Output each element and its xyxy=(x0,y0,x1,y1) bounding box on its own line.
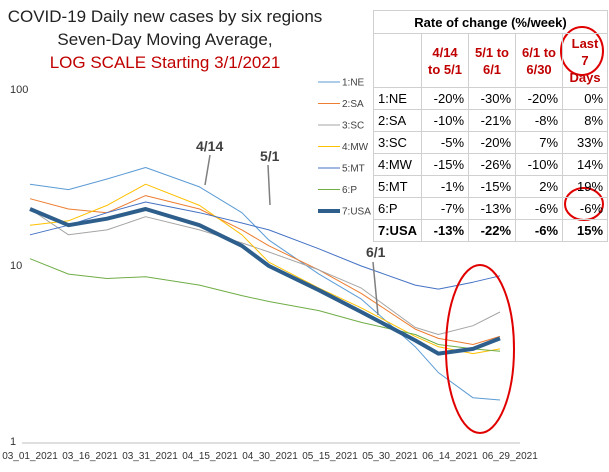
table-row-label: 6:P xyxy=(372,197,423,220)
legend-label: 4:MW xyxy=(342,142,369,153)
x-tick-label: 04_15_2021 xyxy=(182,451,238,462)
table-cell: -15% xyxy=(421,153,470,176)
table-row: 2:SA -10% -21% -8% 8% xyxy=(372,109,609,132)
table-cell: -22% xyxy=(468,219,517,242)
table-row: 7:USA -13% -22% -6% 15% xyxy=(372,219,609,242)
x-tick-label: 06_29_2021 xyxy=(482,451,538,462)
table-cell: -6% xyxy=(515,219,564,242)
x-tick-label: 04_30_2021 xyxy=(242,451,298,462)
table-row-label: 3:SC xyxy=(372,131,423,154)
legend-label: 1:NE xyxy=(342,78,365,89)
y-tick-10: 10 xyxy=(10,260,23,272)
x-tick-label: 03_01_2021 xyxy=(2,451,58,462)
x-tick-label: 05_30_2021 xyxy=(362,451,418,462)
table-cell: 19% xyxy=(562,175,609,198)
table-row: 3:SC -5% -20% 7% 33% xyxy=(372,131,609,154)
series-line-4mw xyxy=(29,183,501,355)
chart-title-line-2: Seven-Day Moving Average, xyxy=(57,30,273,49)
annotation-4-14: 4/14 xyxy=(196,138,224,154)
x-tick-label: 05_15_2021 xyxy=(302,451,358,462)
legend-label: 2:SA xyxy=(342,99,364,110)
table-header-last7: Last 7 Days xyxy=(562,33,609,88)
table-cell: -8% xyxy=(515,109,564,132)
table-cell: 2% xyxy=(515,175,564,198)
callout-line xyxy=(267,164,271,206)
table-header-may-jun: 5/1 to 6/1 xyxy=(468,33,517,88)
series-line-1ne xyxy=(29,167,501,401)
y-tick-1: 1 xyxy=(10,436,17,448)
x-tick-label: 03_31_2021 xyxy=(122,451,178,462)
x-tick-label: 06_14_2021 xyxy=(422,451,478,462)
table-row-label: 7:USA xyxy=(372,219,423,242)
rate-of-change-table: Rate of change (%/week) 4/14 to 5/1 5/1 … xyxy=(372,10,609,242)
table-cell: -10% xyxy=(515,153,564,176)
table-header-jun: 6/1 to 6/30 xyxy=(515,33,564,88)
annotation-6-1: 6/1 xyxy=(366,244,386,260)
callout-line xyxy=(204,154,211,186)
table-cell: -7% xyxy=(421,197,470,220)
table-cell: -10% xyxy=(421,109,470,132)
series-line-6p xyxy=(29,258,501,352)
table-cell: 15% xyxy=(562,219,609,242)
table-row: 6:P -7% -13% -6% -6% xyxy=(372,197,609,220)
callout-lines xyxy=(204,154,379,316)
callout-line xyxy=(372,261,379,316)
series-line-3sc xyxy=(29,208,501,335)
series-layer xyxy=(29,167,501,401)
table-cell: -13% xyxy=(421,219,470,242)
table-row-label: 1:NE xyxy=(372,87,423,110)
series-line-5mt xyxy=(29,201,501,290)
table-header-blank xyxy=(372,33,423,88)
x-axis: 03_01_2021 03_16_2021 03_31_2021 04_15_2021… xyxy=(2,442,538,462)
table-cell: -6% xyxy=(562,197,609,220)
table-cell: -20% xyxy=(468,131,517,154)
table-cell: 7% xyxy=(515,131,564,154)
table-row-label: 4:MW xyxy=(372,153,423,176)
table-row: 4:MW -15% -26% -10% 14% xyxy=(372,153,609,176)
annotation-5-1: 5/1 xyxy=(260,148,280,164)
table-header-apr-may: 4/14 to 5/1 xyxy=(421,33,470,88)
table-cell: -13% xyxy=(468,197,517,220)
table-cell: -20% xyxy=(515,87,564,110)
table-cell: -15% xyxy=(468,175,517,198)
highlight-ellipse-recent xyxy=(445,264,515,434)
series-line-7usa xyxy=(29,207,501,356)
table-cell: -1% xyxy=(421,175,470,198)
table-cell: 33% xyxy=(562,131,609,154)
legend-label: 6:P xyxy=(342,185,357,196)
legend-label: 5:MT xyxy=(342,164,365,175)
table-cell: 0% xyxy=(562,87,609,110)
table-cell: -20% xyxy=(421,87,470,110)
chart-title-line-3: LOG SCALE Starting 3/1/2021 xyxy=(49,53,281,72)
table-row-label: 2:SA xyxy=(372,109,423,132)
legend-label: 7:USA xyxy=(342,207,371,218)
table-row: 5:MT -1% -15% 2% 19% xyxy=(372,175,609,198)
legend: 1:NE 2:SA 3:SC 4:MW 5:MT 6:P 7:USA xyxy=(318,78,371,218)
table-cell: -6% xyxy=(515,197,564,220)
table-cell: -5% xyxy=(421,131,470,154)
table-cell: 14% xyxy=(562,153,609,176)
table-cell: -30% xyxy=(468,87,517,110)
table-cell: -26% xyxy=(468,153,517,176)
x-tick-label: 03_16_2021 xyxy=(62,451,118,462)
table-cell: 8% xyxy=(562,109,609,132)
table-cell: -21% xyxy=(468,109,517,132)
table-title: Rate of change (%/week) xyxy=(372,10,609,34)
legend-label: 3:SC xyxy=(342,121,364,132)
table-row: 1:NE -20% -30% -20% 0% xyxy=(372,87,609,110)
table-row-label: 5:MT xyxy=(372,175,423,198)
y-tick-100: 100 xyxy=(10,84,29,96)
chart-title-line-1: COVID-19 Daily new cases by six regions xyxy=(7,7,323,26)
